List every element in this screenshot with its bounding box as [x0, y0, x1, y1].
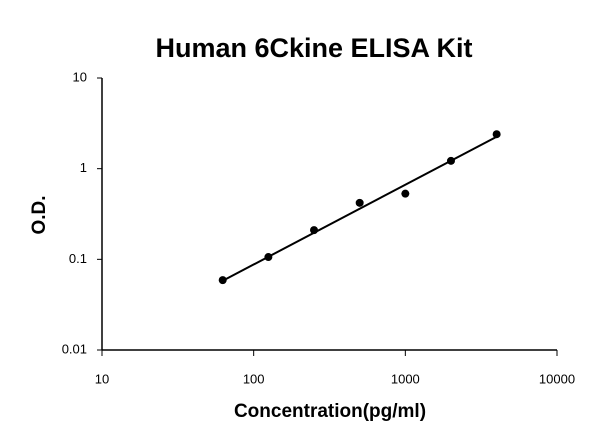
data-point: [401, 189, 410, 198]
y-tick-label: 10: [73, 69, 87, 84]
x-axis-label: Concentration(pg/ml): [234, 401, 426, 422]
x-tick-label: 10: [95, 371, 109, 386]
y-axis-label: O.D.: [29, 195, 50, 234]
data-point: [264, 253, 273, 262]
data-point: [310, 226, 319, 235]
data-point: [492, 130, 501, 139]
x-tick-label: 100: [243, 371, 265, 386]
data-point: [218, 276, 227, 285]
data-point: [355, 198, 364, 207]
y-tick-label: 0.1: [69, 251, 87, 266]
x-tick-label: 1000: [391, 371, 420, 386]
x-tick-label: 10000: [539, 371, 575, 386]
y-tick-label: 0.01: [62, 341, 87, 356]
data-point: [446, 156, 455, 165]
chart-title: Human 6Ckine ELISA Kit: [155, 33, 472, 63]
y-tick-label: 1: [80, 160, 87, 175]
